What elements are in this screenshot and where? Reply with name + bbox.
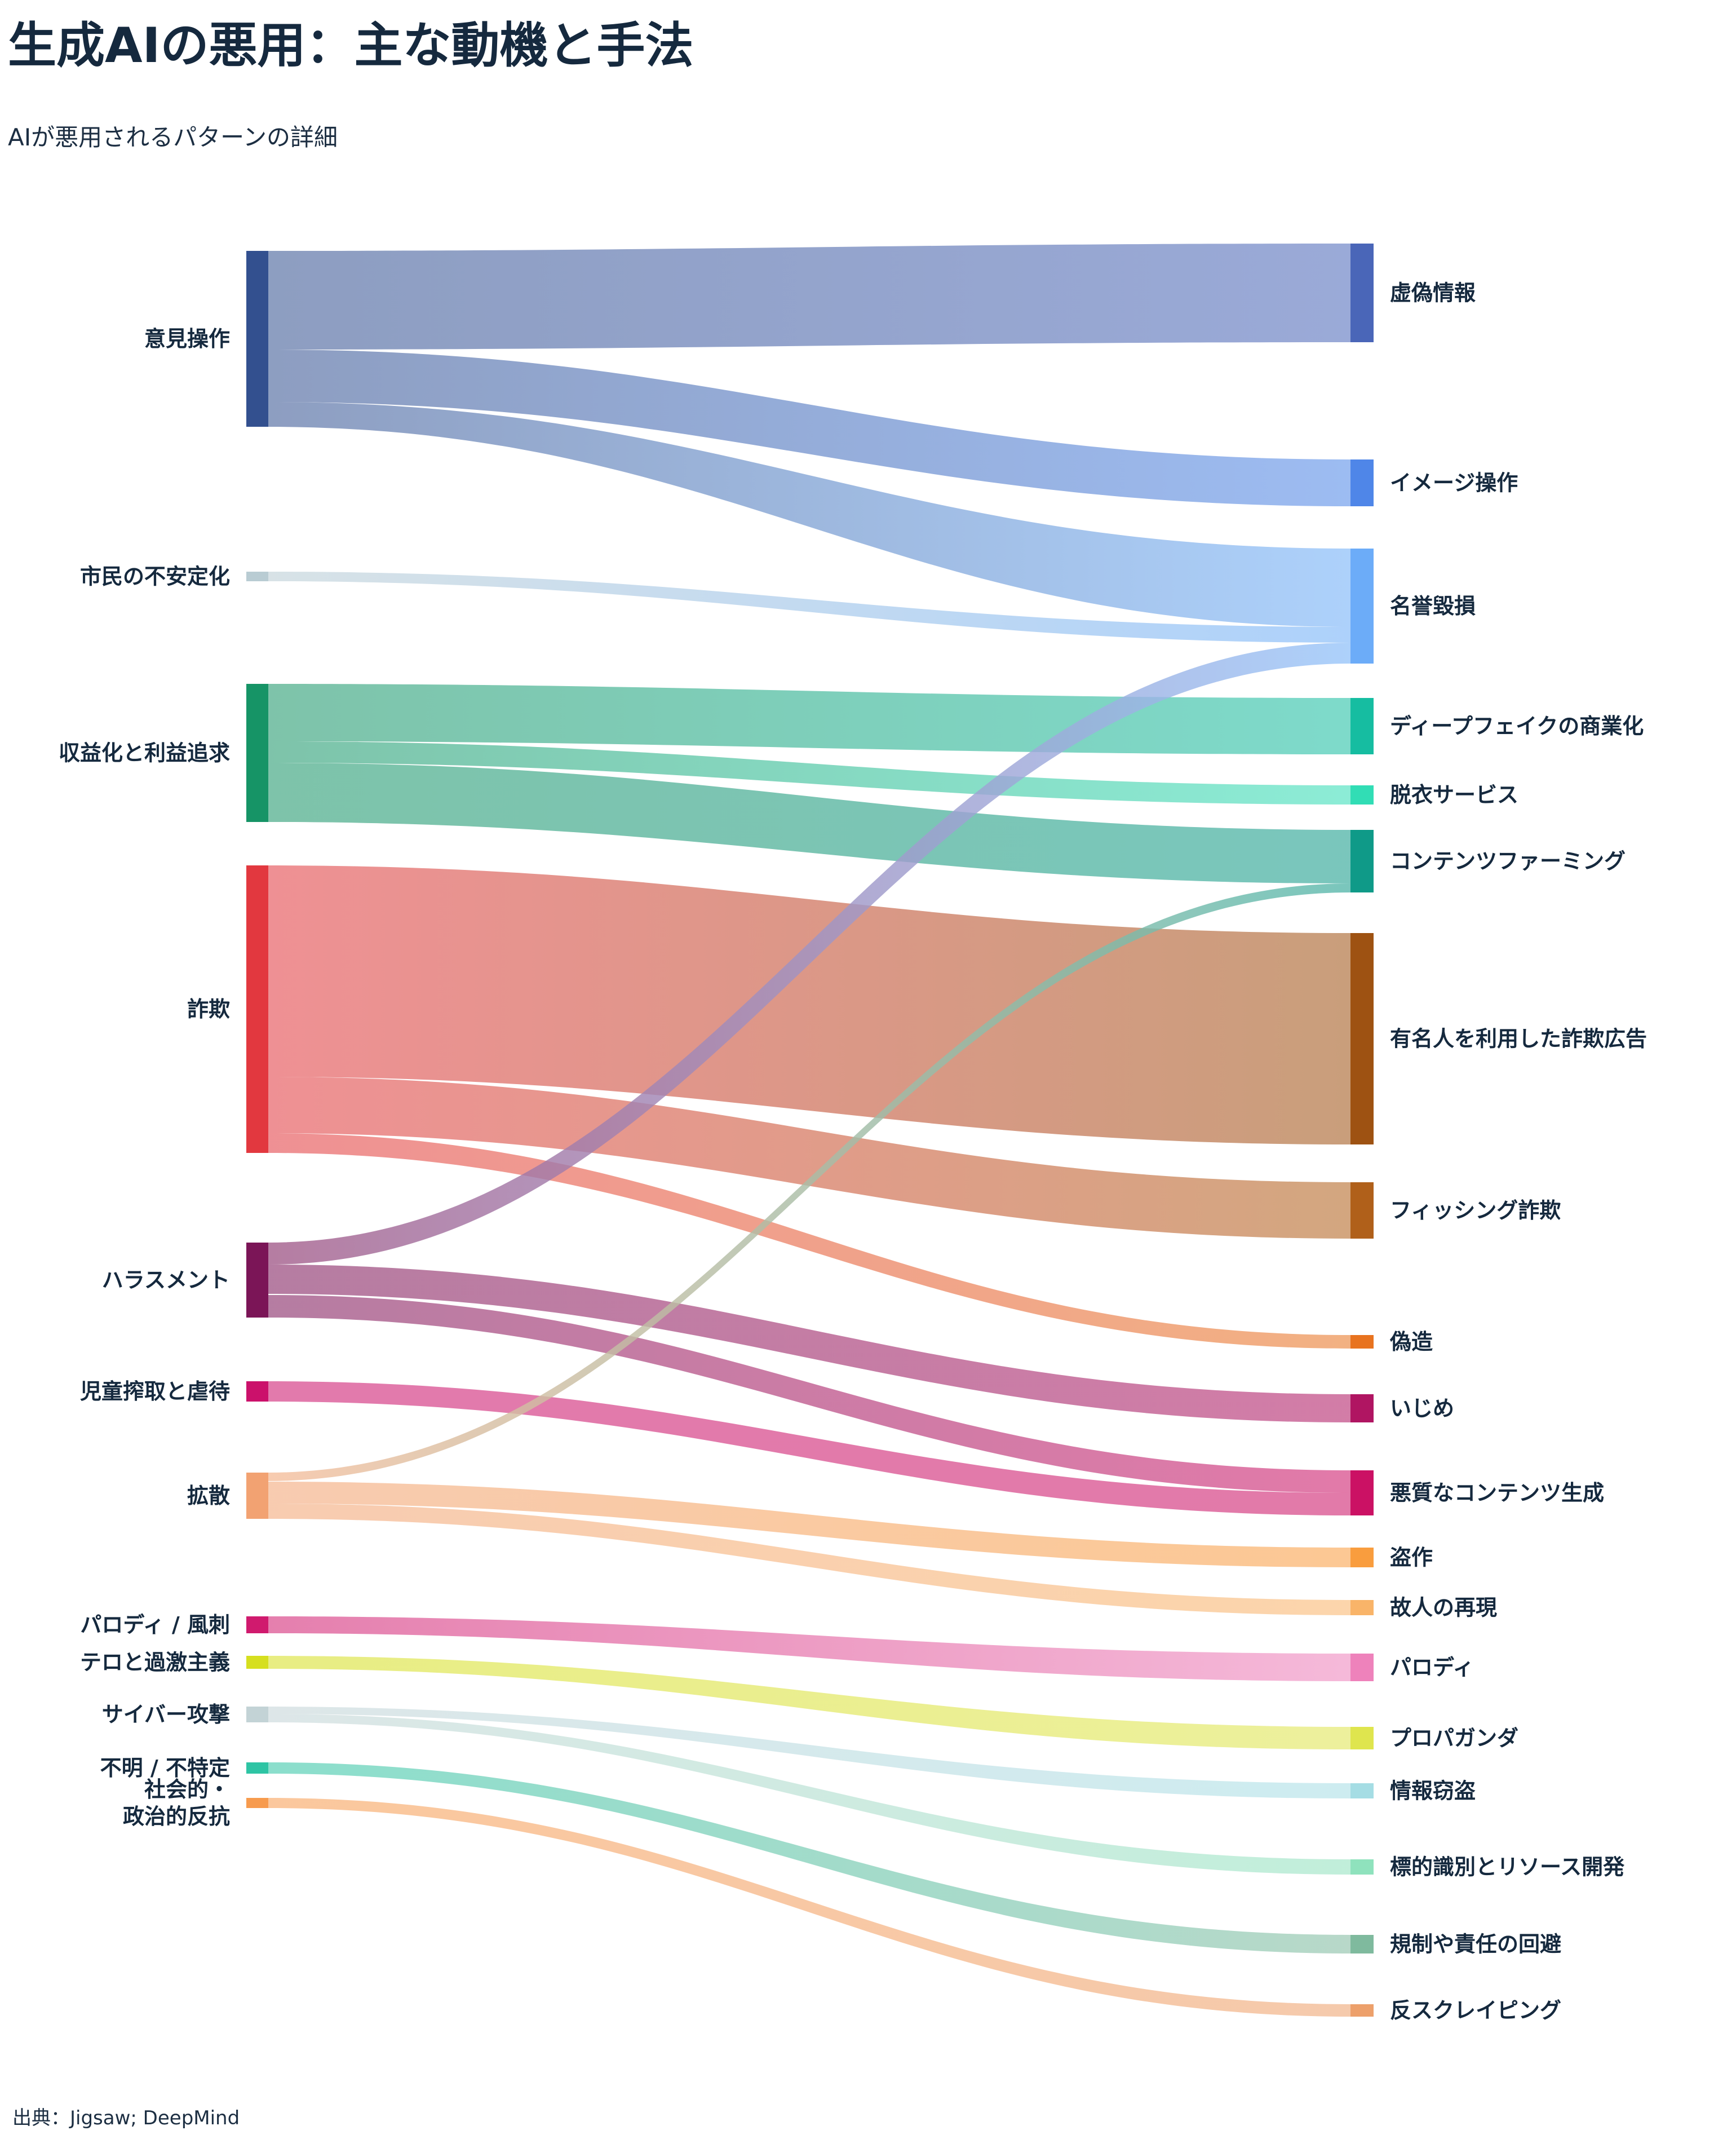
sankey-node-deepfake_commercialization [1350,698,1374,754]
sankey-link-fraud-phishing_scams [268,1077,1350,1239]
sankey-node-label-defamation: 名誉毀損 [1390,594,1476,618]
sankey-node-label-target_identification: 標的識別とリソース開発 [1390,1855,1625,1880]
sankey-node-label-false_information: 虚偽情報 [1390,281,1476,306]
sankey-node-celebrity_scam_ads [1350,933,1374,1144]
sankey-node-label-plagiarism: 盗作 [1390,1545,1433,1570]
sankey-node-dissemination [246,1473,268,1519]
sankey-link-unknown_unspecified-regulation_evasion [268,1762,1350,1953]
sankey-link-harassment-defamation [268,643,1350,1265]
sankey-node-monetization [246,684,268,822]
sankey-node-social_political_resistance [246,1798,268,1808]
sankey-link-opinion_manipulation-false_information [268,244,1350,350]
sankey-node-anti_scraping [1350,2004,1374,2017]
sankey-link-harassment-malicious_content_generation [268,1295,1350,1493]
sankey-link-monetization-content_farming [268,763,1350,883]
sankey-node-label-terrorism_extremism: テロと過激主義 [80,1650,230,1675]
sankey-link-dissemination-content_farming [268,883,1350,1481]
sankey-node-label-malicious_content_generation: 悪質なコンテンツ生成 [1390,1480,1604,1505]
sankey-node-label-regulation_evasion: 規制や責任の回避 [1390,1932,1561,1957]
sankey-node-counterfeiting [1350,1335,1374,1349]
sankey-node-child_exploitation [246,1381,268,1402]
sankey-labels-layer: 意見操作市民の不安定化収益化と利益追求詐欺ハラスメント児童搾取と虐待拡散パロディ… [59,281,1647,2023]
sankey-node-parody [1350,1654,1374,1681]
sankey-link-dissemination-deceased_recreation [268,1504,1350,1615]
sankey-node-label-fraud: 詐欺 [187,997,230,1022]
sankey-link-fraud-counterfeiting [268,1133,1350,1349]
sankey-node-label-parody: パロディ [1390,1655,1474,1680]
sankey-link-fraud-celebrity_scam_ads [268,865,1350,1144]
sankey-node-information_theft [1350,1783,1374,1798]
sankey-node-label-civic_destabilization: 市民の不安定化 [80,564,230,589]
page-subtitle: AIが悪用されるパターンの詳細 [8,123,338,151]
sankey-node-label-monetization: 収益化と利益追求 [59,741,230,766]
sankey-node-terrorism_extremism [246,1656,268,1669]
sankey-node-label-information_theft: 情報窃盗 [1390,1779,1476,1804]
sankey-node-image_manipulation [1350,459,1374,506]
sankey-node-plagiarism [1350,1548,1374,1567]
sankey-node-label-social_political_resistance: 社会的・政治的反抗 [123,1777,230,1829]
sankey-node-label-opinion_manipulation: 意見操作 [144,326,230,351]
sankey-node-phishing_scams [1350,1182,1374,1239]
sankey-node-target_identification [1350,1859,1374,1875]
sankey-node-label-unknown_unspecified: 不明 / 不特定 [100,1756,230,1780]
sankey-node-harassment [246,1243,268,1318]
sankey-node-civic_destabilization [246,572,268,581]
sankey-node-unknown_unspecified [246,1762,268,1774]
sankey-node-bullying [1350,1394,1374,1422]
sankey-node-label-image_manipulation: イメージ操作 [1390,471,1518,496]
sankey-nodes-layer [246,244,1374,2017]
sankey-link-opinion_manipulation-defamation [268,402,1350,627]
sankey-link-parody_satire-parody [268,1616,1350,1681]
sankey-node-defamation [1350,549,1374,664]
sankey-node-label-deceased_recreation: 故人の再現 [1390,1595,1497,1620]
sankey-node-label-counterfeiting: 偽造 [1389,1329,1433,1354]
sankey-node-label-anti_scraping: 反スクレイピング [1390,1998,1561,2023]
sankey-links-layer [268,244,1350,2017]
sankey-link-harassment-bullying [268,1265,1350,1422]
sankey-node-label-undressing_services: 脱衣サービス [1390,783,1518,807]
sankey-node-propaganda [1350,1727,1374,1749]
sankey-node-label-phishing_scams: フィッシング詐欺 [1390,1198,1561,1223]
sankey-node-fraud [246,865,268,1153]
sankey-node-false_information [1350,244,1374,342]
sankey-node-label-dissemination: 拡散 [187,1483,230,1508]
sankey-node-label-celebrity_scam_ads: 有名人を利用した詐欺広告 [1390,1027,1647,1051]
sankey-link-child_exploitation-malicious_content_generation [268,1381,1350,1515]
sankey-link-monetization-undressing_services [268,741,1350,805]
sankey-node-label-harassment: ハラスメント [102,1268,230,1293]
sankey-link-dissemination-plagiarism [268,1482,1350,1567]
sankey-link-cyber_attack-target_identification [268,1714,1350,1875]
sankey-node-malicious_content_generation [1350,1470,1374,1515]
sankey-node-regulation_evasion [1350,1935,1374,1953]
sankey-node-content_farming [1350,830,1374,892]
sankey-node-cyber_attack [246,1707,268,1722]
sankey-node-label-propaganda: プロパガンダ [1390,1726,1518,1751]
sankey-node-undressing_services [1350,785,1374,805]
sankey-node-label-content_farming: コンテンツファーミング [1390,849,1626,874]
sankey-node-opinion_manipulation [246,251,268,427]
sankey-node-parody_satire [246,1616,268,1633]
sankey-link-terrorism_extremism-propaganda [268,1656,1350,1749]
page-title: 生成AIの悪用：主な動機と手法 [8,17,694,74]
sankey-node-label-cyber_attack: サイバー攻撃 [102,1702,230,1727]
sankey-link-social_political_resistance-anti_scraping [268,1798,1350,2017]
sankey-node-label-bullying: いじめ [1390,1396,1454,1421]
source-credit: 出典：Jigsaw; DeepMind [12,2107,240,2129]
sankey-link-cyber_attack-information_theft [268,1707,1350,1798]
sankey-node-label-deepfake_commercialization: ディープフェイクの商業化 [1390,714,1644,739]
sankey-node-label-child_exploitation: 児童搾取と虐待 [80,1379,230,1404]
sankey-node-deceased_recreation [1350,1600,1374,1615]
sankey-node-label-parody_satire: パロディ / 風刺 [80,1612,230,1637]
sankey-link-opinion_manipulation-image_manipulation [268,350,1350,506]
sankey-link-civic_destabilization-defamation [268,572,1350,643]
